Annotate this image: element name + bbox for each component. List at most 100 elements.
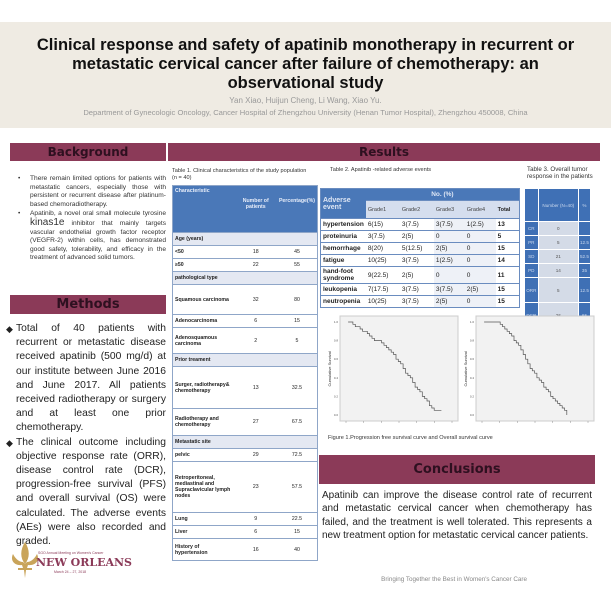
characteristic: Radiotherapy and chemotherapy: [172, 408, 235, 436]
ae-name: hand-foot syndrome: [320, 266, 366, 284]
background-bullet: Apatinib, a novel oral small molecule ty…: [18, 210, 166, 263]
title-band: Clinical response and safety of apatinib…: [0, 22, 611, 128]
response-value: 35: [578, 264, 590, 277]
ae-value: 15: [495, 242, 520, 255]
response-value: 5: [538, 236, 578, 249]
characteristic: ≥50: [172, 258, 235, 272]
ae-value: 1(2.5): [464, 218, 496, 231]
ae-value: 0: [464, 295, 496, 308]
y-tick-label: 0.8: [334, 339, 339, 343]
percentage: 22.5: [276, 512, 318, 526]
grade-header: Grade1: [365, 200, 400, 219]
table2-row: fatigue 10(25) 3(7.5) 1(2.5) 0 14: [320, 254, 520, 267]
ae-value: 3(7.5): [433, 283, 465, 296]
patients-count: 6: [234, 525, 277, 539]
y-tick-label: 0.6: [470, 357, 475, 361]
table1-section-row: Age (years): [172, 232, 318, 246]
characteristic: <50: [172, 245, 235, 259]
ae-value: 11: [495, 266, 520, 284]
table2-row: hemorrhage 8(20) 5(12.5) 2(5) 0 15: [320, 242, 520, 255]
table3-header-cell: [525, 189, 538, 221]
table1-row: <50 18 45: [172, 245, 318, 259]
ae-name: neutropenia: [320, 295, 366, 308]
ae-value: 3(7.5): [433, 218, 465, 231]
percentage: 67.5: [276, 408, 318, 436]
background-heading: Background: [10, 143, 166, 161]
section-label: pathological type: [172, 271, 318, 285]
conclusions-heading: Conclusions: [319, 455, 595, 484]
background-list: There remain limited options for patient…: [18, 175, 166, 264]
response-type: CR: [525, 222, 538, 235]
table3-header-cell: Number (N=40): [538, 189, 578, 221]
table1-section-row: pathological type: [172, 271, 318, 285]
patients-count: 16: [234, 538, 277, 561]
percentage: 5: [276, 327, 318, 354]
percentage: 55: [276, 258, 318, 272]
response-value: 0: [538, 222, 578, 235]
table3-caption: Table 3. Overall tumor response in the p…: [527, 166, 593, 180]
percentage: 32.5: [276, 366, 318, 409]
table2-row: leukopenia 7(17.5) 3(7.5) 3(7.5) 2(5) 15: [320, 283, 520, 296]
bullet-text: inhibitor that mainly targets vascular e…: [30, 219, 166, 262]
ae-value: 2(5): [464, 283, 496, 296]
table1-section-row: Prior treament: [172, 353, 318, 367]
conclusions-text: Apatinib can improve the disease control…: [322, 490, 592, 541]
response-value: 12.5: [578, 278, 590, 302]
group-header: No. (%): [365, 188, 520, 201]
table3-row: SD 21 52.5: [525, 250, 590, 263]
response-value: 65: [578, 303, 590, 327]
table1-header-cell: Characteristic: [172, 185, 235, 233]
figure-caption: Figure 1.Progression free survival curve…: [328, 435, 493, 441]
table2-row: hand-foot syndrome 9(22.5) 2(5) 0 0 11: [320, 266, 520, 284]
grade-header: Total: [495, 200, 520, 219]
poster-title: Clinical response and safety of apatinib…: [36, 36, 575, 92]
percentage: 57.5: [276, 461, 318, 513]
ae-value: 8(20): [365, 242, 400, 255]
characteristic: Squamous carcinoma: [172, 284, 235, 315]
table2-header: Adverse event No. (%): [320, 188, 520, 219]
table2-row: neutropenia 10(25) 3(7.5) 2(5) 0 15: [320, 295, 520, 308]
y-tick-label: 0.4: [470, 376, 475, 380]
ae-name: hemorrhage: [320, 242, 366, 255]
ae-name: proteinuria: [320, 230, 366, 243]
percentage: 72.5: [276, 448, 318, 462]
ae-value: 3(7.5): [399, 283, 434, 296]
table1-header-cell: Percentage(%): [276, 185, 318, 233]
affiliation: Department of Gynecologic Oncology, Canc…: [83, 108, 528, 117]
table2-caption: Table 2. Apatinib -related adverse event…: [330, 167, 432, 173]
authors: Yan Xiao, Huijun Cheng, Li Wang, Xiao Yu…: [229, 96, 382, 105]
y-axis-label: Cumulative Survival: [327, 351, 332, 386]
table1-row: ≥50 22 55: [172, 258, 318, 272]
patients-count: 27: [234, 408, 277, 436]
table3: Number (N=40)% CR 0 PR 5 12.5 SD 21 52.5 PD 14 35 OR…: [524, 188, 591, 328]
grade-header: Grade2: [399, 200, 434, 219]
ae-value: 13: [495, 218, 520, 231]
survival-curve: [484, 321, 568, 415]
y-tick-label: 0.8: [470, 339, 475, 343]
characteristic: Retroperitoneal, mediastinal and Supracl…: [172, 461, 235, 513]
percentage: 45: [276, 245, 318, 259]
grade-header: Grade4: [464, 200, 496, 219]
table3-row: PD 14 35: [525, 264, 590, 277]
survival-curve: [348, 321, 442, 411]
footer-tagline: Bringing Together the Best in Women's Ca…: [381, 576, 527, 583]
y-tick-label: 0.0: [334, 413, 339, 417]
ae-value: 10(25): [365, 295, 400, 308]
patients-count: 22: [234, 258, 277, 272]
ae-value: 1(2.5): [433, 254, 465, 267]
table1-row: pelvic 29 72.5: [172, 448, 318, 462]
y-tick-label: 0.4: [334, 376, 339, 380]
plot-area: [475, 315, 595, 422]
characteristic: History of hypertension: [172, 538, 235, 561]
ae-value: 15: [495, 295, 520, 308]
ae-value: 2(5): [433, 295, 465, 308]
table1-row: Adenosquamous carcinoma 2 5: [172, 327, 318, 354]
logo-line3: March 24 – 27, 2018: [54, 570, 87, 574]
table1-header: Characteristic Number of patients Percenta…: [172, 185, 318, 233]
background-bullet: There remain limited options for patient…: [18, 175, 166, 209]
section-label: Metastatic site: [172, 435, 318, 449]
table1-row: Adenocarcinoma 6 15: [172, 314, 318, 328]
ae-value: 0: [464, 230, 496, 243]
ae-value: 6(15): [365, 218, 400, 231]
ae-name: hypertension: [320, 218, 366, 231]
